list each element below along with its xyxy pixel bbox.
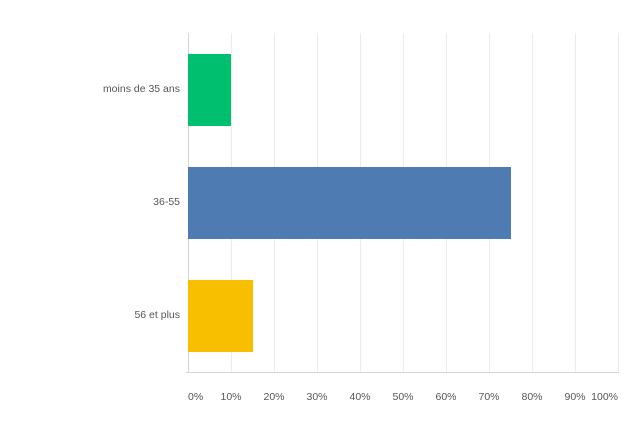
plot-area [188, 33, 619, 372]
x-tick-label-10: 10% [220, 391, 242, 403]
x-tick-label-60: 60% [435, 391, 457, 403]
x-tick-label-0: 0% [188, 391, 204, 403]
x-tick-label-100: 100% [591, 391, 618, 403]
x-tick-label-40: 40% [349, 391, 371, 403]
bar-56-et-plus [188, 279, 253, 352]
category-label-36-55: 36-55 [153, 196, 180, 208]
x-tick-label-50: 50% [392, 391, 414, 403]
gridline-100 [618, 33, 619, 372]
bar-36-55 [188, 166, 511, 239]
value-axis-labels: 0% 10% 20% 30% 40% 50% 60% 70% 80% 90% 100% [188, 391, 618, 405]
bar-row-36-55 [188, 146, 618, 259]
x-tick-label-80: 80% [521, 391, 543, 403]
x-tick-label-70: 70% [478, 391, 500, 403]
category-label-moins-de-35-ans: moins de 35 ans [102, 83, 180, 95]
bar-row-56-et-plus [188, 259, 618, 372]
x-axis-line [186, 372, 619, 373]
category-label-56-et-plus: 56 et plus [134, 309, 180, 321]
gridline-80 [532, 33, 533, 372]
x-tick-label-20: 20% [263, 391, 285, 403]
gridline-90 [575, 33, 576, 372]
bar-row-moins-de-35-ans [188, 33, 618, 146]
x-tick-label-90: 90% [564, 391, 586, 403]
x-tick-label-30: 30% [306, 391, 328, 403]
bar-moins-de-35-ans [188, 53, 231, 126]
